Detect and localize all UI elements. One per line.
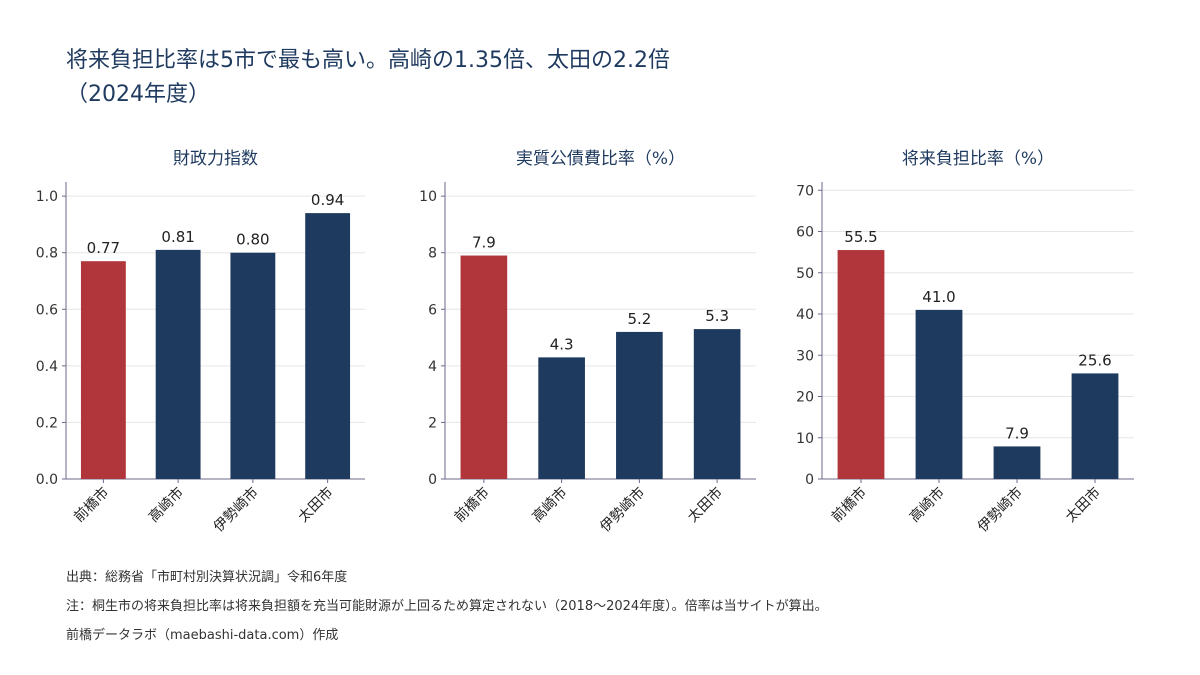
bar — [460, 255, 508, 479]
y-tick-label: 0.4 — [36, 359, 58, 375]
chart-title: 将来負担比率は5市で最も高い。高崎の1.35倍、太田の2.2倍 （2024年度） — [66, 44, 1146, 112]
y-tick-label: 70 — [796, 183, 814, 199]
y-tick-label: 0 — [805, 472, 814, 488]
x-tick-label: 前橋市 — [70, 484, 112, 526]
data-label: 7.9 — [1005, 424, 1029, 442]
panel-title: 実質公債費比率（%） — [516, 149, 685, 169]
bar — [305, 213, 351, 479]
data-label: 7.9 — [472, 234, 496, 252]
y-tick-label: 4 — [428, 359, 437, 375]
explanatory-note: 注：桐生市の将来負担比率は将来負担額を充当可能財源が上回るため算定されない（20… — [66, 599, 828, 614]
data-label: 55.5 — [844, 228, 877, 246]
y-tick-label: 0 — [428, 472, 437, 488]
y-tick-label: 40 — [796, 307, 814, 323]
x-tick-label: 伊勢崎市 — [210, 484, 262, 536]
panel-real-debt-service-ratio: 実質公債費比率（%） 0 2 4 6 8 10 7.9 前橋市 4.3 高崎市 5.2 伊勢崎市 5.3 太… — [419, 149, 756, 535]
data-label: 0.81 — [161, 228, 194, 246]
y-tick-label: 10 — [796, 431, 814, 447]
y-tick-label: 8 — [428, 246, 437, 262]
credit-note: 前橋データラボ（maebashi-data.com）作成 — [66, 628, 339, 643]
x-tick-label: 太田市 — [684, 484, 726, 526]
data-label: 4.3 — [550, 335, 574, 353]
bar — [1071, 373, 1119, 479]
y-tick-label: 0.2 — [36, 415, 58, 431]
data-label: 0.94 — [311, 191, 344, 209]
x-tick-label: 前橋市 — [828, 484, 870, 526]
y-tick-label: 1.0 — [36, 189, 58, 205]
x-tick-label: 太田市 — [295, 484, 337, 526]
panel-future-burden-ratio: 将来負担比率（%） 0 10 20 30 40 50 60 70 55.5 前橋市 41.0 高崎市 7.… — [796, 149, 1134, 535]
y-tick-label: 0.8 — [36, 246, 58, 262]
data-label: 41.0 — [922, 288, 955, 306]
y-tick-label: 2 — [428, 415, 437, 431]
chart-title-line2: （2024年度） — [66, 82, 210, 107]
x-tick-label: 高崎市 — [145, 484, 187, 526]
y-tick-label: 30 — [796, 348, 814, 364]
chart-title-line1: 将来負担比率は5市で最も高い。高崎の1.35倍、太田の2.2倍 — [66, 48, 670, 73]
data-label: 5.2 — [627, 310, 651, 328]
x-tick-label: 高崎市 — [529, 484, 571, 526]
x-tick-label: 前橋市 — [451, 484, 493, 526]
panel-fiscal-strength-index: 財政力指数 0.0 0.2 0.4 0.6 0.8 1.0 0.77 前橋市 0.81 高崎市 0.8… — [36, 149, 365, 535]
footnotes: 出典：総務省「市町村別決算状況調」令和6年度 注：桐生市の将来負担比率は将来負担… — [66, 568, 828, 655]
y-tick-label: 0.6 — [36, 302, 58, 318]
bar — [837, 250, 885, 479]
x-tick-label: 高崎市 — [906, 484, 948, 526]
data-label: 0.80 — [236, 231, 269, 249]
data-label: 25.6 — [1078, 351, 1111, 369]
bar — [155, 249, 201, 479]
x-tick-label: 伊勢崎市 — [597, 484, 649, 536]
bar — [80, 261, 126, 479]
bar — [538, 357, 585, 479]
data-label: 0.77 — [87, 239, 120, 257]
y-tick-label: 10 — [419, 189, 437, 205]
panel-title: 財政力指数 — [173, 149, 258, 169]
bar — [993, 446, 1041, 479]
x-tick-label: 太田市 — [1062, 484, 1104, 526]
data-label: 5.3 — [705, 307, 729, 325]
bar — [693, 329, 741, 479]
x-tick-label: 伊勢崎市 — [974, 484, 1026, 536]
y-tick-label: 0.0 — [36, 472, 58, 488]
bar — [616, 331, 663, 479]
y-tick-label: 50 — [796, 266, 814, 282]
bar — [915, 309, 963, 479]
bar — [230, 252, 276, 479]
source-note: 出典：総務省「市町村別決算状況調」令和6年度 — [66, 570, 348, 585]
y-tick-label: 60 — [796, 225, 814, 241]
y-tick-label: 6 — [428, 302, 437, 318]
panel-title: 将来負担比率（%） — [902, 149, 1054, 169]
charts-svg: 財政力指数 0.0 0.2 0.4 0.6 0.8 1.0 0.77 前橋市 0.81 高崎市 0.8… — [36, 149, 1134, 535]
y-tick-label: 20 — [796, 390, 814, 406]
